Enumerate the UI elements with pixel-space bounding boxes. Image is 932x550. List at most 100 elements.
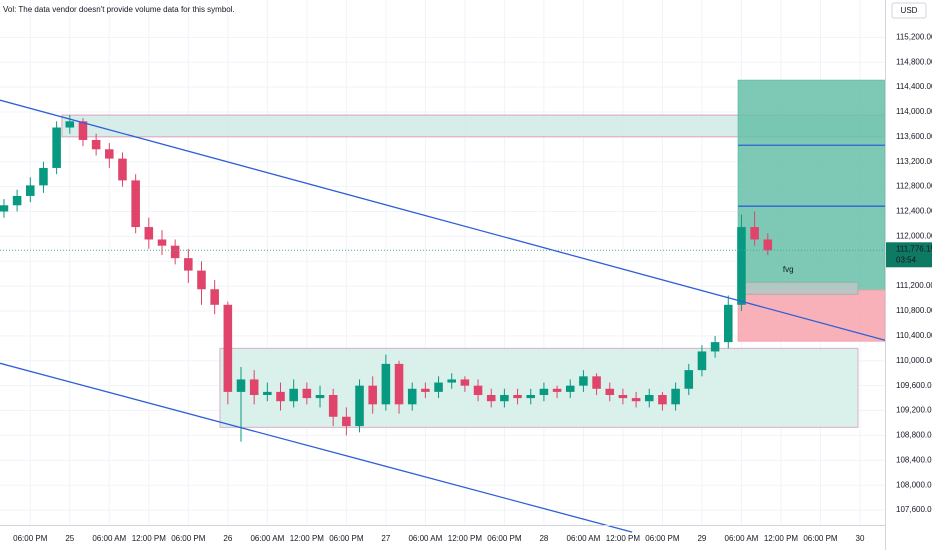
x-tick-label: 06:00 AM bbox=[725, 534, 759, 543]
candle-body bbox=[91, 139, 101, 150]
x-tick-label: 12:00 PM bbox=[448, 534, 483, 543]
y-tick-label: 108,800.00 bbox=[896, 431, 932, 440]
candle-body bbox=[539, 388, 549, 395]
candle-body bbox=[434, 382, 443, 392]
y-tick-label: 113,200.00 bbox=[896, 157, 932, 166]
x-tick-label: 06:00 PM bbox=[13, 534, 48, 543]
y-tick-label: 114,000.00 bbox=[896, 107, 932, 116]
last-price-box bbox=[886, 242, 932, 268]
y-tick-label: 110,400.00 bbox=[896, 331, 932, 340]
x-tick-label: 06:00 AM bbox=[567, 534, 601, 543]
x-tick-label: 29 bbox=[697, 534, 706, 543]
candle-body bbox=[671, 388, 680, 405]
x-tick-label: 06:00 AM bbox=[92, 534, 126, 543]
volume-note: Vol: The data vendor doesn't provide vol… bbox=[3, 5, 235, 14]
candle-body bbox=[12, 195, 22, 206]
x-tick-label: 26 bbox=[223, 534, 232, 543]
candle-body bbox=[565, 385, 575, 392]
candle-body bbox=[52, 127, 61, 168]
annotation: fvg bbox=[783, 265, 794, 274]
x-tick-label: 27 bbox=[381, 534, 390, 543]
y-tick-label: 114,800.00 bbox=[896, 57, 932, 66]
candle-body bbox=[618, 394, 628, 399]
x-tick-label: 06:00 PM bbox=[487, 534, 522, 543]
candle-body bbox=[394, 363, 404, 405]
x-tick-label: 12:00 PM bbox=[290, 534, 325, 543]
y-tick-label: 108,400.00 bbox=[896, 455, 932, 464]
candle-body bbox=[763, 239, 773, 251]
trend-line bbox=[0, 99, 886, 341]
candle-body bbox=[447, 379, 456, 383]
candle-body bbox=[184, 258, 193, 271]
candle-body bbox=[592, 376, 601, 389]
candle-body bbox=[144, 227, 154, 240]
candle-body bbox=[697, 351, 707, 371]
y-tick-label: 114,400.00 bbox=[896, 82, 932, 91]
candle-body bbox=[118, 158, 127, 181]
candle-body bbox=[473, 385, 483, 395]
x-tick-label: 06:00 AM bbox=[408, 534, 442, 543]
y-tick-label: 112,000.00 bbox=[896, 231, 932, 240]
candle-body bbox=[170, 245, 180, 259]
x-tick-label: 06:00 PM bbox=[645, 534, 680, 543]
x-tick-label: 28 bbox=[539, 534, 548, 543]
candle-body bbox=[131, 180, 140, 228]
x-tick-label: 12:00 PM bbox=[132, 534, 167, 543]
candle-body bbox=[407, 388, 417, 405]
x-tick-label: 06:00 AM bbox=[250, 534, 284, 543]
candle-body bbox=[355, 385, 364, 427]
currency-box[interactable] bbox=[891, 2, 927, 19]
candle-body bbox=[552, 388, 562, 392]
zone bbox=[737, 79, 886, 291]
x-tick-label: 12:00 PM bbox=[764, 534, 799, 543]
y-tick-label: 112,400.00 bbox=[896, 207, 932, 216]
candle-body bbox=[513, 394, 522, 399]
countdown: 03:54 bbox=[896, 255, 917, 264]
candle-body bbox=[750, 227, 759, 240]
candle-body bbox=[460, 379, 470, 386]
zone bbox=[737, 281, 859, 295]
y-tick-label: 112,800.00 bbox=[896, 182, 932, 191]
candle-body bbox=[78, 121, 88, 140]
candle-body bbox=[328, 394, 338, 417]
candle-body bbox=[381, 363, 391, 405]
y-tick-label: 107,600.00 bbox=[896, 505, 932, 514]
candle-body bbox=[26, 185, 35, 196]
x-tick-label: 06:00 PM bbox=[803, 534, 838, 543]
candle-body bbox=[526, 394, 536, 399]
candle-body bbox=[157, 239, 167, 246]
candle-body bbox=[0, 205, 9, 212]
x-tick-label: 30 bbox=[856, 534, 865, 543]
candle-body bbox=[65, 121, 75, 128]
candle-body bbox=[302, 388, 312, 399]
y-tick-label: 109,200.00 bbox=[896, 406, 932, 415]
candle-body bbox=[658, 394, 667, 405]
x-tick-label: 06:00 PM bbox=[171, 534, 206, 543]
x-tick-label: 25 bbox=[65, 534, 74, 543]
y-tick-label: 110,800.00 bbox=[896, 306, 932, 315]
candle-body bbox=[710, 342, 720, 352]
y-tick-label: 113,600.00 bbox=[896, 132, 932, 141]
x-tick-label: 06:00 PM bbox=[329, 534, 364, 543]
currency: USD bbox=[901, 6, 918, 15]
candle-body bbox=[342, 416, 351, 427]
zone bbox=[737, 289, 886, 342]
candle-body bbox=[236, 379, 246, 392]
candle-body bbox=[421, 388, 430, 392]
candle-body bbox=[39, 167, 48, 186]
candle-body bbox=[223, 304, 233, 392]
x-tick-label: 12:00 PM bbox=[606, 534, 641, 543]
last-price-label: 111,776.15 bbox=[896, 244, 932, 253]
candle-body bbox=[631, 398, 641, 402]
candle-body bbox=[644, 394, 654, 402]
y-tick-label: 110,000.00 bbox=[896, 356, 932, 365]
candle-body bbox=[368, 385, 377, 405]
y-tick-label: 115,200.00 bbox=[896, 32, 932, 41]
y-tick-label: 108,000.00 bbox=[896, 480, 932, 489]
candle-body bbox=[486, 394, 496, 402]
candle-body bbox=[210, 289, 219, 305]
candle-body bbox=[737, 227, 746, 305]
zone bbox=[219, 347, 859, 428]
candle-body bbox=[289, 388, 298, 402]
